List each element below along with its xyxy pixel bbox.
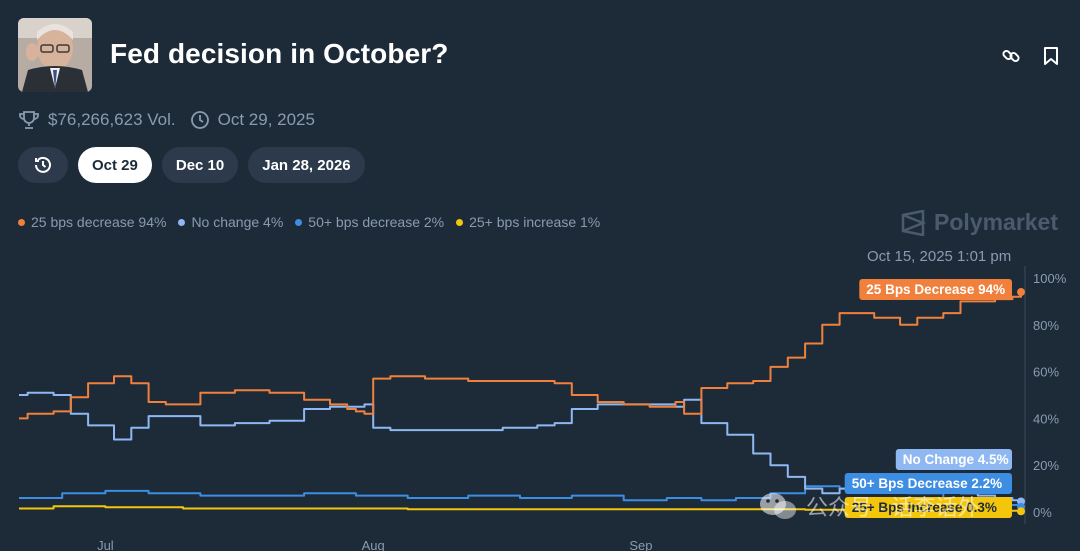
market-avatar — [18, 18, 92, 92]
series-end-label: No Change 4.5% — [903, 452, 1009, 467]
series-end-label-box — [844, 473, 1012, 494]
y-tick-label: 0% — [1033, 505, 1052, 520]
chart-legend: 25 bps decrease 94% No change 4% 50+ bps… — [18, 214, 600, 230]
price-history-chart[interactable]: 100% 80% 60% 40% 20% 0% Jul Aug Sep 25 Bps Decrea… — [0, 262, 1080, 551]
brand-name: Polymarket — [934, 209, 1059, 235]
tab-dec-10[interactable]: Dec 10 — [161, 147, 239, 183]
series-end-dot — [1017, 507, 1025, 516]
link-icon[interactable] — [999, 44, 1023, 68]
series-end-label-box — [859, 279, 1012, 300]
legend-dot — [178, 218, 186, 226]
series-end-label-box — [895, 449, 1012, 470]
y-tick-label: 60% — [1033, 365, 1059, 380]
series-line — [19, 292, 1022, 420]
x-tick-label: Sep — [629, 538, 652, 551]
y-tick-label: 20% — [1033, 458, 1059, 473]
series-end-dot — [1017, 288, 1025, 297]
legend-item: 50+ bps decrease 2% — [295, 214, 444, 230]
polymarket-logo: Polymarket — [900, 209, 1058, 236]
volume-text: $76,266,623 Vol. — [48, 110, 176, 129]
legend-item: No change 4% — [178, 214, 283, 230]
series-end-label-box — [844, 497, 1012, 518]
legend-dot — [295, 218, 303, 226]
history-icon — [35, 156, 51, 173]
series-end-label: 25 Bps Decrease 94% — [866, 282, 1005, 297]
series-end-label: 50+ Bps Decrease 2.2% — [852, 476, 1002, 491]
portrait-image — [18, 18, 92, 92]
end-date-text: Oct 29, 2025 — [217, 110, 315, 129]
legend-label: No change 4% — [191, 214, 284, 230]
legend-label: 50+ bps decrease 2% — [308, 214, 445, 230]
y-tick-label: 100% — [1033, 271, 1067, 286]
legend-dot — [18, 218, 25, 226]
legend-item: 25 bps decrease 94% — [18, 214, 166, 230]
y-tick-label: 40% — [1033, 411, 1059, 426]
tab-history[interactable] — [18, 147, 68, 183]
hover-timestamp: Oct 15, 2025 1:01 pm — [867, 248, 1012, 265]
tab-jan-28-2026[interactable]: Jan 28, 2026 — [248, 147, 365, 183]
clock-icon — [190, 111, 209, 129]
tab-oct-29[interactable]: Oct 29 — [78, 147, 152, 183]
legend-label: 25 bps decrease 94% — [31, 214, 167, 230]
trophy-icon — [19, 111, 39, 129]
legend-item: 25+ bps increase 1% — [456, 214, 600, 230]
wechat-icon — [760, 493, 796, 519]
legend-dot — [456, 218, 464, 226]
bookmark-icon[interactable] — [1039, 44, 1063, 68]
legend-label: 25+ bps increase 1% — [469, 214, 601, 230]
market-meta: $76,266,623 Vol. Oct 29, 2025 — [18, 110, 315, 130]
x-tick-label: Aug — [362, 538, 385, 551]
x-tick-label: Jul — [97, 538, 114, 551]
polymarket-icon — [901, 209, 926, 236]
date-tabs: Oct 29 Dec 10 Jan 28, 2026 — [18, 147, 365, 183]
watermark-text: 公众号 · 话李话外 — [806, 495, 980, 520]
y-tick-label: 80% — [1033, 318, 1059, 333]
series-end-label: 25+ Bps Increase 0.3% — [852, 500, 997, 515]
page-title: Fed decision in October? — [110, 38, 449, 69]
watermark: 公众号 · 话李话外 — [758, 490, 980, 522]
